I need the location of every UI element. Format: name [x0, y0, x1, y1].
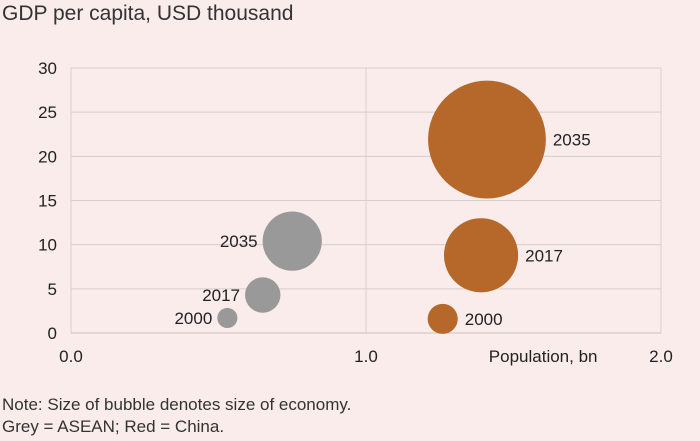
bubble-label: 2000	[465, 310, 503, 329]
bubble-label: 2000	[174, 309, 212, 328]
x-tick-label: 1.0	[354, 347, 378, 366]
note-line-1: Note: Size of bubble denotes size of eco…	[2, 395, 352, 414]
y-tick-label: 10	[38, 236, 57, 255]
x-tick-label: 2.0	[649, 347, 673, 366]
bubble-china-2000	[427, 303, 458, 334]
x-tick-label: 0.0	[59, 347, 83, 366]
bubble-china-2035	[428, 80, 546, 199]
y-tick-label: 30	[38, 59, 57, 78]
x-axis-label: Population, bn	[489, 347, 598, 366]
bubble-label: 2017	[202, 286, 240, 305]
bubble-label: 2035	[553, 131, 591, 150]
y-tick-label: 0	[48, 324, 57, 343]
bubble-asean-2000	[217, 307, 238, 329]
bubble-label: 2017	[525, 246, 563, 265]
y-tick-label: 5	[48, 280, 57, 299]
chart-note: Note: Size of bubble denotes size of eco…	[2, 394, 351, 438]
bubble-asean-2017	[245, 277, 281, 313]
chart-title: GDP per capita, USD thousand	[2, 2, 294, 25]
y-tick-label: 15	[38, 192, 57, 211]
y-tick-label: 20	[38, 147, 57, 166]
bubble-label: 2035	[220, 232, 258, 251]
note-line-2: Grey = ASEAN; Red = China.	[2, 417, 225, 436]
bubble-china-2017	[443, 218, 519, 293]
y-tick-label: 25	[38, 103, 57, 122]
bubble-asean-2035	[262, 211, 322, 271]
